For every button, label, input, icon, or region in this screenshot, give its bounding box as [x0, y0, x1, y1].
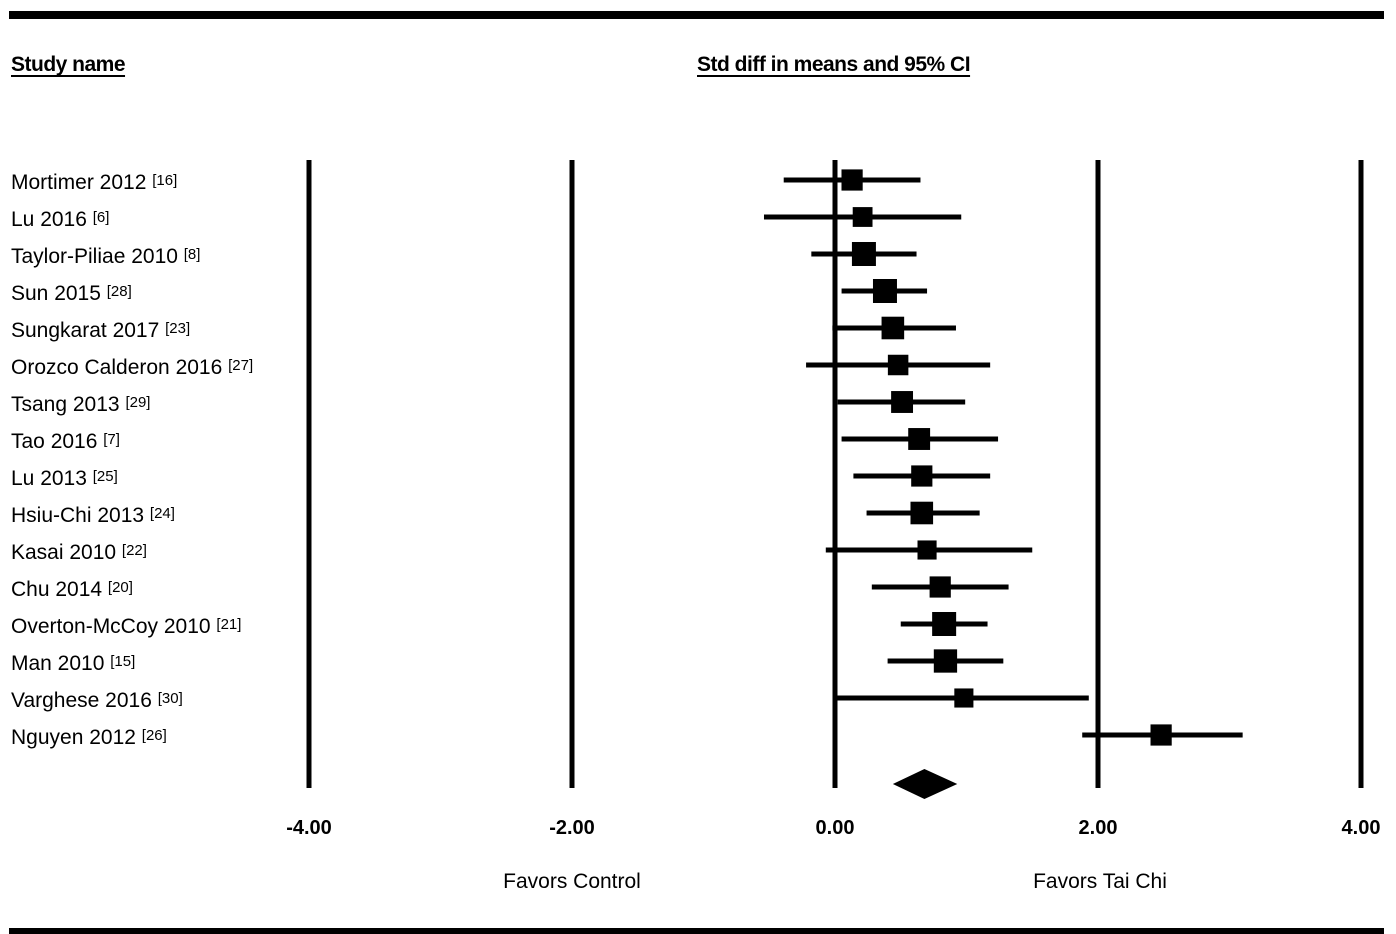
- x-tick-label: 4.00: [1342, 817, 1381, 839]
- study-name: Sun 2015: [11, 282, 107, 305]
- study-reference: [21]: [216, 616, 241, 633]
- study-label: Kasai 2010 [22]: [11, 541, 147, 564]
- point-estimate: [910, 501, 934, 525]
- study-name: Mortimer 2012: [11, 171, 152, 194]
- study-name: Lu 2016: [11, 208, 93, 231]
- study-name: Taylor-Piliae 2010: [11, 245, 184, 268]
- study-row: Lu 2013 [25]: [11, 465, 991, 490]
- study-row: Chu 2014 [20]: [11, 576, 1009, 601]
- study-row: Sungkarat 2017 [23]: [11, 316, 956, 342]
- point-estimate: [911, 465, 933, 487]
- study-reference: [20]: [108, 579, 133, 596]
- study-row: Kasai 2010 [22]: [11, 540, 1033, 564]
- x-tick-label: -2.00: [549, 817, 595, 839]
- point-estimate: [908, 428, 931, 450]
- study-row: Man 2010 [15]: [11, 649, 1004, 675]
- study-row: Hsiu-Chi 2013 [24]: [11, 501, 980, 527]
- study-label: Sungkarat 2017 [23]: [11, 319, 190, 342]
- study-name: Lu 2013: [11, 467, 93, 490]
- top-border: [9, 11, 1384, 19]
- study-reference: [7]: [103, 431, 120, 448]
- study-reference: [8]: [184, 246, 201, 263]
- study-row: Varghese 2016 [30]: [11, 688, 1089, 712]
- point-estimate: [932, 612, 957, 636]
- study-name: Chu 2014: [11, 578, 108, 601]
- study-name: Tsang 2013: [11, 393, 125, 416]
- study-name: Tao 2016: [11, 430, 103, 453]
- study-reference: [16]: [152, 172, 177, 189]
- point-estimate: [881, 316, 905, 340]
- study-label: Varghese 2016 [30]: [11, 689, 183, 712]
- study-label: Lu 2016 [6]: [11, 208, 109, 231]
- study-name: Sungkarat 2017: [11, 319, 165, 342]
- study-label: Lu 2013 [25]: [11, 467, 118, 490]
- study-label: Sun 2015 [28]: [11, 282, 132, 305]
- study-reference: [25]: [93, 468, 118, 485]
- study-reference: [22]: [122, 542, 147, 559]
- favors-tai-chi-label: Favors Tai Chi: [1033, 870, 1167, 893]
- study-name: Orozco Calderon 2016: [11, 356, 228, 379]
- favors-control-label: Favors Control: [503, 870, 641, 893]
- study-label: Tsang 2013 [29]: [11, 393, 150, 416]
- point-estimate: [1150, 724, 1172, 746]
- study-reference: [24]: [150, 505, 175, 522]
- study-name: Kasai 2010: [11, 541, 122, 564]
- point-estimate: [917, 540, 937, 560]
- study-row: Sun 2015 [28]: [11, 279, 928, 305]
- study-label: Orozco Calderon 2016 [27]: [11, 356, 253, 379]
- study-label: Chu 2014 [20]: [11, 578, 133, 601]
- point-estimate: [872, 279, 897, 303]
- study-label: Mortimer 2012 [16]: [11, 171, 177, 194]
- study-label: Hsiu-Chi 2013 [24]: [11, 504, 175, 527]
- effect-size-header: Std diff in means and 95% CI: [697, 53, 971, 76]
- x-tick-label: -4.00: [286, 817, 332, 839]
- study-reference: [29]: [125, 394, 150, 411]
- study-name: Hsiu-Chi 2013: [11, 504, 150, 527]
- study-label: Taylor-Piliae 2010 [8]: [11, 245, 200, 268]
- study-label: Nguyen 2012 [26]: [11, 726, 167, 749]
- point-estimate: [891, 391, 914, 413]
- study-label: Tao 2016 [7]: [11, 430, 120, 453]
- study-row: Overton-McCoy 2010 [21]: [11, 612, 988, 638]
- study-reference: [15]: [110, 653, 135, 670]
- point-estimate: [933, 649, 958, 673]
- study-name: Overton-McCoy 2010: [11, 615, 216, 638]
- study-name: Man 2010: [11, 652, 110, 675]
- bottom-border: [9, 928, 1384, 934]
- study-row: Nguyen 2012 [26]: [11, 724, 1243, 749]
- study-reference: [28]: [107, 283, 132, 300]
- study-reference: [6]: [93, 209, 110, 226]
- point-estimate: [929, 576, 951, 598]
- study-label: Overton-McCoy 2010 [21]: [11, 615, 241, 638]
- study-reference: [23]: [165, 320, 190, 337]
- study-row: Tsang 2013 [29]: [11, 391, 966, 416]
- study-row: Orozco Calderon 2016 [27]: [11, 354, 991, 379]
- point-estimate: [852, 207, 873, 227]
- x-tick-label: 2.00: [1079, 817, 1118, 839]
- point-estimate: [851, 242, 876, 266]
- study-reference: [26]: [142, 727, 167, 744]
- study-row: Taylor-Piliae 2010 [8]: [11, 242, 917, 268]
- point-estimate: [887, 354, 909, 376]
- summary-diamond: [892, 769, 958, 799]
- study-name-header: Study name: [11, 53, 126, 76]
- study-row: Mortimer 2012 [16]: [11, 169, 921, 194]
- point-estimate: [841, 169, 863, 191]
- point-estimate: [954, 688, 974, 708]
- study-label: Man 2010 [15]: [11, 652, 135, 675]
- study-row: Tao 2016 [7]: [11, 428, 999, 453]
- study-reference: [30]: [158, 690, 183, 707]
- study-row: Lu 2016 [6]: [11, 207, 962, 231]
- x-tick-label: 0.00: [816, 817, 855, 839]
- study-name: Varghese 2016: [11, 689, 158, 712]
- study-name: Nguyen 2012: [11, 726, 142, 749]
- study-reference: [27]: [228, 357, 253, 374]
